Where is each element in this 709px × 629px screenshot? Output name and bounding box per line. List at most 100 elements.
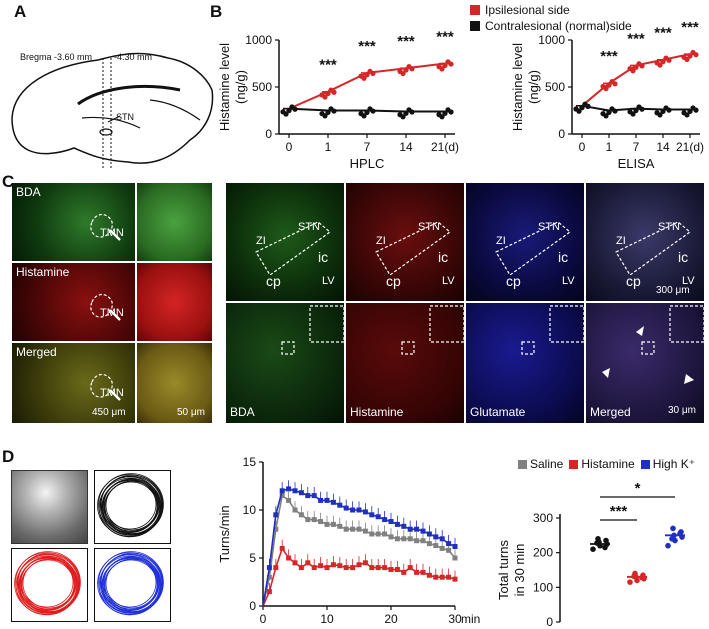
x-tick-label: 0 xyxy=(286,140,293,154)
y-axis-label-group: Histamine level (ng/g) xyxy=(217,43,248,131)
data-point xyxy=(585,103,591,109)
y-tick-label: 0 xyxy=(265,127,272,141)
data-point xyxy=(439,545,445,551)
data-point xyxy=(330,562,336,568)
y-tick-label: 100 xyxy=(533,580,553,594)
data-point xyxy=(266,565,272,571)
legend-item-histamine: Histamine xyxy=(569,457,635,471)
data-point xyxy=(670,525,676,532)
tile-histamine-low: Histamine TMN xyxy=(12,263,135,341)
region-cp-3: cp xyxy=(506,273,521,289)
legend-swatch-ipsi xyxy=(470,5,480,15)
data-point xyxy=(446,547,452,553)
data-point xyxy=(666,57,672,63)
y-axis-label-group: Turns/min xyxy=(217,505,232,562)
y-axis-unit: (ng/g) xyxy=(526,70,541,104)
data-point xyxy=(407,536,413,542)
scale-bar-450: 450 μm xyxy=(92,407,126,418)
legend-item-ipsi: Ipsilesional side xyxy=(470,2,632,18)
x-tick-label: 14 xyxy=(399,140,413,154)
trajectory-box-highk xyxy=(94,548,171,622)
y-tick-label: 1000 xyxy=(245,33,272,47)
tile-label-bda: BDA xyxy=(16,185,41,199)
legend-swatch-histamine xyxy=(569,459,579,469)
significance-mark: * xyxy=(635,480,641,497)
data-point xyxy=(684,112,690,118)
data-point xyxy=(324,521,330,527)
data-point xyxy=(433,574,439,580)
data-point xyxy=(687,108,693,115)
data-point xyxy=(286,486,292,492)
bregma-label-2: -4.30 mm xyxy=(114,52,153,62)
data-point xyxy=(439,536,445,542)
data-point xyxy=(409,109,415,115)
y-tick-label: 200 xyxy=(533,546,553,560)
data-point xyxy=(356,562,362,568)
data-point xyxy=(403,67,409,73)
data-point xyxy=(426,572,432,578)
data-point xyxy=(420,569,426,575)
data-point xyxy=(442,62,448,68)
data-point xyxy=(356,507,362,513)
legend-item-saline: Saline xyxy=(518,457,563,471)
y-axis-label: Total turns xyxy=(496,540,511,600)
data-point xyxy=(426,541,432,547)
tile-label-merged: Merged xyxy=(16,345,57,359)
data-point xyxy=(337,523,343,529)
data-point xyxy=(292,507,298,513)
data-point xyxy=(630,111,636,117)
bottom-label-glutamate: Glutamate xyxy=(470,405,526,419)
data-point xyxy=(627,579,633,585)
x-axis-label: min xyxy=(461,612,480,626)
data-point xyxy=(606,82,612,88)
data-point xyxy=(639,63,645,69)
significance-mark: *** xyxy=(610,503,628,520)
data-point xyxy=(401,523,407,529)
data-point xyxy=(279,488,285,494)
data-point xyxy=(452,543,458,549)
data-point xyxy=(375,514,381,520)
data-point xyxy=(375,531,381,537)
region-cp-4: cp xyxy=(626,273,641,289)
bottom-label-histamine: Histamine xyxy=(350,405,404,419)
data-point xyxy=(382,517,388,523)
data-point xyxy=(426,531,432,537)
legend-swatch-highk xyxy=(640,459,650,469)
y-tick-label: 500 xyxy=(252,80,272,94)
x-tick-label: 7 xyxy=(364,140,371,154)
data-point xyxy=(273,512,279,518)
data-point xyxy=(337,563,343,569)
data-point xyxy=(292,488,298,494)
legend-swatch-saline xyxy=(518,459,527,469)
bottom-label-bda: BDA xyxy=(230,405,255,419)
data-point xyxy=(433,534,439,540)
data-point xyxy=(350,507,356,513)
data-point xyxy=(298,512,304,518)
region-lv-2: LV xyxy=(442,275,455,287)
data-point xyxy=(273,526,279,532)
trajectory-box-saline xyxy=(94,470,171,544)
data-point xyxy=(305,517,311,523)
data-point xyxy=(639,106,645,112)
data-point xyxy=(576,108,582,114)
data-point xyxy=(603,113,609,119)
y-tick-label: 0 xyxy=(249,599,256,613)
data-point xyxy=(362,528,368,534)
tile-label-histamine: Histamine xyxy=(16,265,70,279)
data-point xyxy=(407,565,413,571)
data-point xyxy=(324,497,330,503)
significance-mark: *** xyxy=(627,30,645,47)
data-point xyxy=(414,569,420,575)
data-point xyxy=(369,531,375,537)
data-point xyxy=(311,517,317,523)
data-point xyxy=(343,526,349,532)
data-point xyxy=(273,565,279,571)
data-point xyxy=(388,519,394,525)
data-point xyxy=(657,62,663,68)
x-tick-label: 1 xyxy=(606,140,613,154)
data-point xyxy=(452,576,458,582)
